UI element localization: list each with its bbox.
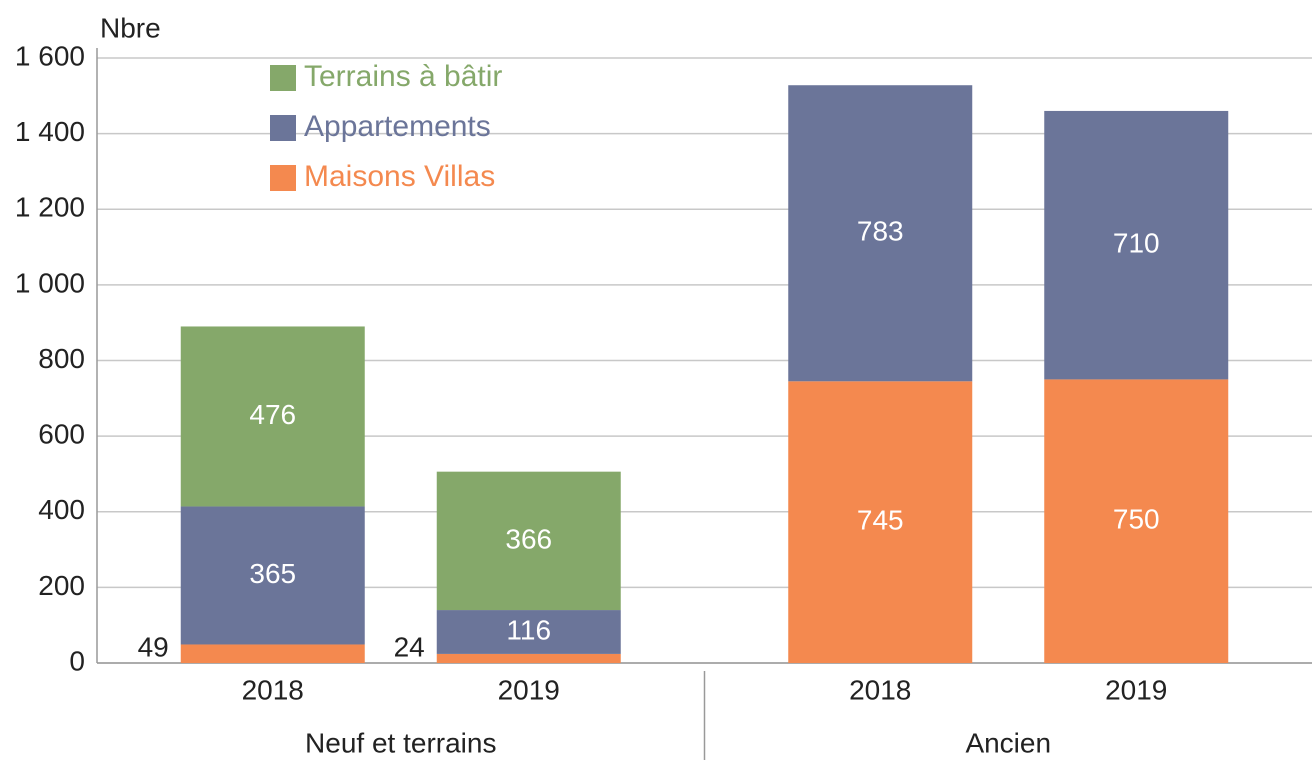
- y-axis-label: Nbre: [100, 12, 161, 43]
- bar-segment: [788, 85, 973, 382]
- data-label: 710: [1113, 228, 1160, 259]
- bar-segment: [1044, 110, 1229, 380]
- data-label: 750: [1113, 504, 1160, 535]
- data-label: 366: [505, 523, 552, 554]
- data-label: 116: [506, 614, 551, 645]
- group-label: Neuf et terrains: [305, 727, 496, 758]
- legend-swatch: [270, 115, 296, 141]
- legend-swatch: [270, 65, 296, 91]
- x-tick-label: 2018: [242, 674, 304, 705]
- x-tick-label: 2018: [849, 674, 911, 705]
- bar-segment: [436, 653, 621, 663]
- y-tick-label: 200: [38, 570, 85, 601]
- legend-label: Maisons Villas: [304, 160, 495, 193]
- data-label: 476: [249, 399, 296, 430]
- y-tick-label: 1 600: [15, 40, 85, 71]
- bar-segment: [436, 471, 621, 611]
- bar-segment: [180, 326, 365, 507]
- bar-segment: [788, 381, 973, 663]
- data-label: 365: [249, 558, 296, 589]
- group-label: Ancien: [965, 727, 1051, 758]
- data-label: 745: [857, 505, 904, 536]
- data-label: 24: [394, 631, 425, 662]
- bar-segment: [180, 644, 365, 663]
- legend-label: Appartements: [304, 110, 491, 143]
- x-tick-label: 2019: [1105, 674, 1167, 705]
- y-tick-label: 1 400: [15, 116, 85, 147]
- y-tick-label: 400: [38, 494, 85, 525]
- y-tick-label: 0: [69, 645, 85, 676]
- bar-segment: [180, 506, 365, 645]
- y-tick-label: 600: [38, 419, 85, 450]
- legend-swatch: [270, 165, 296, 191]
- y-tick-label: 800: [38, 343, 85, 374]
- legend-label: Terrains à bâtir: [304, 60, 502, 93]
- x-tick-label: 2019: [498, 674, 560, 705]
- bar-segment: [436, 610, 621, 654]
- y-tick-label: 1 000: [15, 267, 85, 298]
- data-label: 49: [138, 631, 169, 662]
- y-tick-label: 1 200: [15, 192, 85, 223]
- bar-segment: [1044, 379, 1229, 663]
- data-label: 783: [857, 216, 904, 247]
